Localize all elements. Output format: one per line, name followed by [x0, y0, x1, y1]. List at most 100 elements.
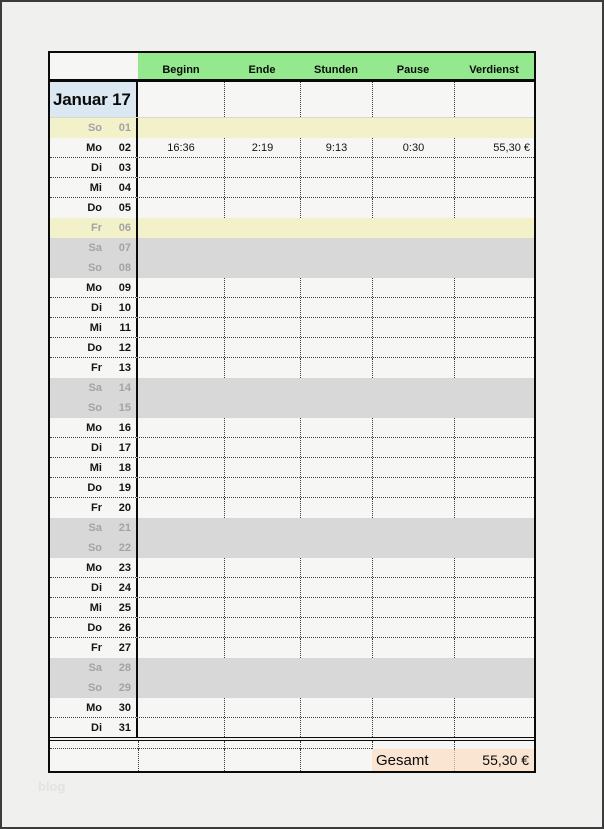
beginn-cell[interactable]	[138, 698, 224, 717]
pause-cell[interactable]	[372, 358, 454, 378]
pause-cell[interactable]	[372, 278, 454, 297]
stunden-cell[interactable]	[300, 658, 372, 678]
verdienst-cell[interactable]	[454, 198, 534, 218]
verdienst-cell[interactable]	[454, 338, 534, 357]
pause-cell[interactable]	[372, 498, 454, 518]
pause-cell[interactable]	[372, 478, 454, 497]
ende-cell[interactable]	[224, 298, 300, 317]
beginn-cell[interactable]	[138, 118, 224, 138]
pause-cell[interactable]	[372, 698, 454, 717]
ende-cell[interactable]	[224, 178, 300, 197]
verdienst-cell[interactable]	[454, 638, 534, 658]
verdienst-cell[interactable]	[454, 358, 534, 378]
pause-cell[interactable]	[372, 258, 454, 278]
beginn-cell[interactable]	[138, 178, 224, 197]
verdienst-cell[interactable]	[454, 698, 534, 717]
stunden-cell[interactable]	[300, 198, 372, 218]
beginn-cell[interactable]	[138, 278, 224, 297]
beginn-cell[interactable]	[138, 338, 224, 357]
beginn-cell[interactable]	[138, 538, 224, 558]
stunden-cell[interactable]	[300, 318, 372, 337]
pause-cell[interactable]	[372, 598, 454, 617]
beginn-cell[interactable]	[138, 718, 224, 737]
stunden-cell[interactable]	[300, 618, 372, 637]
stunden-cell[interactable]	[300, 438, 372, 457]
ende-cell[interactable]	[224, 538, 300, 558]
ende-cell[interactable]	[224, 498, 300, 518]
verdienst-cell[interactable]	[454, 578, 534, 597]
stunden-cell[interactable]	[300, 158, 372, 177]
beginn-cell[interactable]	[138, 298, 224, 317]
verdienst-cell[interactable]	[454, 478, 534, 497]
beginn-cell[interactable]	[138, 658, 224, 678]
beginn-cell[interactable]	[138, 518, 224, 538]
verdienst-cell[interactable]	[454, 178, 534, 197]
pause-cell[interactable]	[372, 718, 454, 737]
pause-cell[interactable]	[372, 558, 454, 577]
verdienst-cell[interactable]	[454, 558, 534, 577]
verdienst-cell[interactable]	[454, 118, 534, 138]
ende-cell[interactable]	[224, 698, 300, 717]
stunden-cell[interactable]	[300, 718, 372, 737]
stunden-cell[interactable]	[300, 418, 372, 437]
ende-cell[interactable]	[224, 458, 300, 477]
ende-cell[interactable]	[224, 438, 300, 457]
ende-cell[interactable]	[224, 238, 300, 258]
beginn-cell[interactable]: 16:36	[167, 141, 195, 154]
stunden-cell[interactable]	[300, 118, 372, 138]
pause-cell[interactable]	[372, 678, 454, 698]
pause-cell[interactable]	[372, 338, 454, 357]
ende-cell[interactable]	[224, 398, 300, 418]
verdienst-cell[interactable]	[454, 438, 534, 457]
stunden-cell[interactable]	[300, 698, 372, 717]
stunden-cell[interactable]	[300, 338, 372, 357]
stunden-cell[interactable]	[300, 598, 372, 617]
ende-cell[interactable]	[224, 258, 300, 278]
beginn-cell[interactable]	[138, 458, 224, 477]
pause-cell[interactable]	[372, 438, 454, 457]
verdienst-cell[interactable]	[454, 538, 534, 558]
stunden-cell[interactable]	[300, 478, 372, 497]
stunden-cell[interactable]	[300, 498, 372, 518]
beginn-cell[interactable]	[138, 598, 224, 617]
beginn-cell[interactable]	[138, 678, 224, 698]
verdienst-cell[interactable]: 55,30 €	[454, 138, 534, 157]
ende-cell[interactable]	[224, 678, 300, 698]
stunden-cell[interactable]	[300, 178, 372, 197]
beginn-cell[interactable]	[138, 418, 224, 437]
pause-cell[interactable]	[372, 238, 454, 258]
verdienst-cell[interactable]	[454, 218, 534, 238]
verdienst-cell[interactable]	[454, 618, 534, 637]
pause-cell[interactable]	[372, 618, 454, 637]
beginn-cell[interactable]	[138, 498, 224, 518]
ende-cell[interactable]	[224, 578, 300, 597]
stunden-cell[interactable]	[300, 298, 372, 317]
beginn-cell[interactable]	[138, 258, 224, 278]
ende-cell[interactable]	[224, 718, 300, 737]
pause-cell[interactable]	[372, 658, 454, 678]
beginn-cell[interactable]	[138, 158, 224, 177]
pause-cell[interactable]	[372, 538, 454, 558]
beginn-cell[interactable]	[138, 218, 224, 238]
beginn-cell[interactable]	[138, 618, 224, 637]
beginn-cell[interactable]	[138, 558, 224, 577]
verdienst-cell[interactable]	[454, 318, 534, 337]
pause-cell[interactable]	[372, 218, 454, 238]
verdienst-cell[interactable]	[454, 718, 534, 737]
beginn-cell[interactable]	[138, 438, 224, 457]
stunden-cell[interactable]	[300, 458, 372, 477]
ende-cell[interactable]	[224, 618, 300, 637]
verdienst-cell[interactable]	[454, 518, 534, 538]
pause-cell[interactable]	[372, 458, 454, 477]
stunden-cell[interactable]	[300, 218, 372, 238]
beginn-cell[interactable]	[138, 378, 224, 398]
verdienst-cell[interactable]	[454, 418, 534, 437]
verdienst-cell[interactable]	[454, 158, 534, 177]
stunden-cell[interactable]	[300, 538, 372, 558]
ende-cell[interactable]	[224, 278, 300, 297]
pause-cell[interactable]	[372, 298, 454, 317]
beginn-cell[interactable]	[138, 478, 224, 497]
pause-cell[interactable]	[372, 518, 454, 538]
pause-cell[interactable]	[372, 578, 454, 597]
stunden-cell[interactable]	[300, 678, 372, 698]
